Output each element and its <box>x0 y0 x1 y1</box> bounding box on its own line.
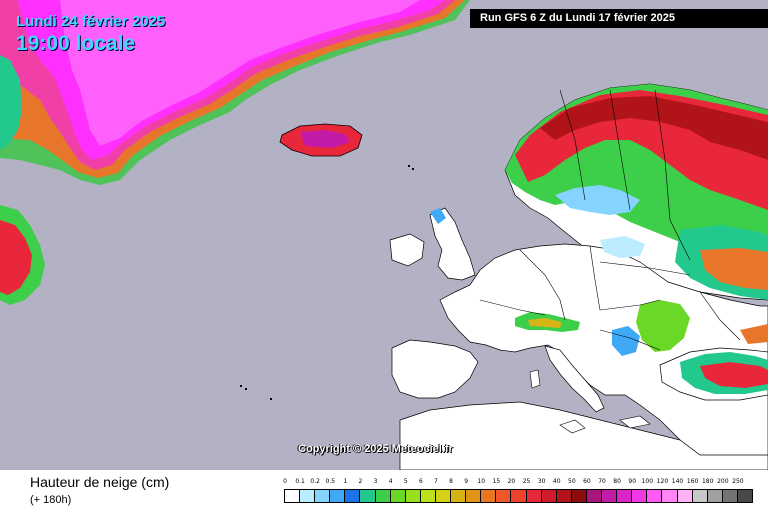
legend-label: 60 <box>583 478 591 485</box>
snow-depth-map <box>0 0 768 470</box>
legend-label: 9 <box>464 478 469 485</box>
legend-label: 10 <box>477 478 486 485</box>
legend-label: 90 <box>628 478 637 485</box>
legend-swatch <box>480 489 497 503</box>
copyright-notice: Copyright © 2025 Meteociel.fr <box>298 443 453 455</box>
legend-swatch <box>676 489 693 503</box>
legend-swatch <box>299 489 316 503</box>
legend-swatch <box>706 489 723 503</box>
legend-label: 200 <box>717 478 729 485</box>
lead-time: (+ 180h) <box>30 494 72 506</box>
legend-label: 160 <box>686 478 699 485</box>
legend-label: 40 <box>552 478 561 485</box>
legend-label: 50 <box>568 478 576 485</box>
legend-label: 80 <box>613 478 621 485</box>
legend-label: 20 <box>507 478 516 485</box>
model-run-label: Run GFS 6 Z du Lundi 17 février 2025 <box>470 9 768 28</box>
legend-swatch <box>616 489 633 503</box>
forecast-time: 19:00 locale <box>16 32 136 55</box>
legend-label: 5 <box>403 478 408 485</box>
legend-swatch <box>661 489 678 503</box>
legend-swatch <box>646 489 663 503</box>
legend-swatch <box>601 489 618 503</box>
legend-label: 0.1 <box>295 478 305 485</box>
variable-title: Hauteur de neige (cm) <box>30 474 170 490</box>
legend-swatch <box>736 489 753 503</box>
legend-label: 250 <box>732 478 744 485</box>
color-scale-legend: 0 0.1 0.2 0.5 1 2 3 4 5 6 7 8 9 10 15 20 25 30 40 50 60 70 80 9… <box>283 478 754 508</box>
legend-swatch <box>510 489 527 503</box>
legend-swatch <box>329 489 346 503</box>
legend-swatch <box>465 489 482 503</box>
legend-label: 140 <box>671 478 684 485</box>
legend-label: 2 <box>358 478 363 485</box>
country-borders <box>479 89 741 351</box>
legend-label: 0 <box>283 478 287 485</box>
legend-swatch <box>434 489 452 503</box>
legend-label: 15 <box>492 478 501 485</box>
legend-swatch <box>374 489 391 503</box>
legend-label: 180 <box>701 478 714 485</box>
legend-label: 8 <box>449 478 453 485</box>
legend-swatch <box>404 489 421 503</box>
legend-swatch <box>344 489 361 503</box>
forecast-date: Lundi 24 février 2025 <box>16 13 166 30</box>
legend-swatch <box>314 489 331 503</box>
legend-swatch <box>284 489 301 503</box>
legend-swatch <box>631 489 648 503</box>
legend-label: 25 <box>522 478 531 485</box>
legend-label: 120 <box>656 478 669 485</box>
legend-swatch <box>389 489 406 503</box>
legend-label: 3 <box>373 478 378 485</box>
islands <box>529 369 651 434</box>
legend-label: 4 <box>388 478 393 485</box>
legend-swatch <box>570 489 587 503</box>
legend-swatch <box>419 489 436 503</box>
legend-swatch <box>495 489 512 503</box>
small-islands <box>240 165 414 400</box>
legend-label: 0.2 <box>310 478 320 485</box>
legend-swatch <box>450 489 467 503</box>
legend-swatch <box>540 489 557 503</box>
legend-swatch <box>721 489 738 503</box>
legend-swatch <box>691 489 708 503</box>
legend-label: 30 <box>537 478 546 485</box>
legend-label: 1 <box>343 478 348 485</box>
canada-coast <box>0 55 45 305</box>
legend-label: 0.5 <box>325 478 336 485</box>
iceland <box>279 123 363 157</box>
legend-label: 6 <box>418 478 423 485</box>
legend-swatch <box>359 489 376 503</box>
legend-label: 7 <box>434 478 438 485</box>
europe-snow <box>430 84 768 394</box>
legend-label: 70 <box>598 478 606 485</box>
legend-swatch <box>555 489 572 503</box>
legend-swatch <box>525 489 542 503</box>
legend-swatch <box>585 489 603 503</box>
greenland <box>0 0 470 185</box>
legend-label: 100 <box>641 478 654 485</box>
